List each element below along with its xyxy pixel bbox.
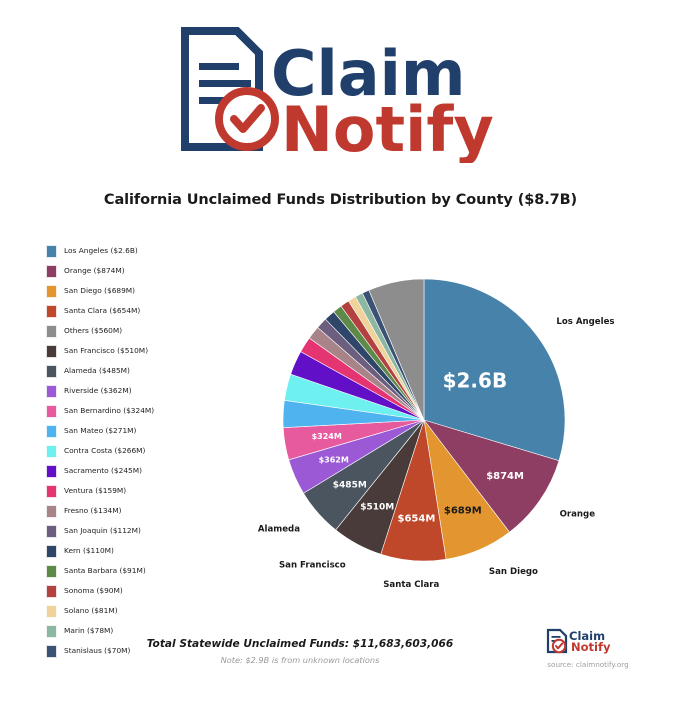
pie-slice-value-label: $362M bbox=[319, 455, 349, 464]
brand-header: Claim Notify bbox=[0, 18, 681, 168]
pie-slice-value-label: $324M bbox=[312, 432, 342, 441]
footer-check-circle-icon bbox=[551, 638, 567, 654]
pie-slice-category-label: Alameda bbox=[258, 524, 300, 534]
footer-logo-word-claim: Claim bbox=[569, 629, 605, 643]
footer-claim-notify-logo: Claim Notify bbox=[546, 628, 611, 654]
legend-color-swatch bbox=[46, 604, 57, 618]
legend-item-label: Fresno ($134M) bbox=[64, 506, 122, 516]
legend-item-label: San Bernardino ($324M) bbox=[64, 406, 155, 416]
legend-color-swatch bbox=[46, 344, 57, 358]
pie-slice-category-label: Orange bbox=[560, 510, 596, 520]
legend-color-swatch bbox=[46, 644, 57, 658]
legend-item-label: Santa Clara ($654M) bbox=[64, 306, 141, 316]
pie-slice-category-label: San Diego bbox=[489, 567, 538, 577]
legend-item-label: Solano ($81M) bbox=[64, 606, 118, 616]
legend-item[interactable]: San Bernardino ($324M) bbox=[46, 401, 231, 421]
legend-item-label: San Joaquin ($112M) bbox=[64, 526, 141, 536]
legend-color-swatch bbox=[46, 404, 57, 418]
footer-source-label: source: claimnotify.org bbox=[547, 660, 629, 669]
legend-color-swatch bbox=[46, 484, 57, 498]
pie-slice-value-label: $485M bbox=[333, 481, 367, 491]
logo-word-notify: Notify bbox=[281, 93, 494, 163]
legend-color-swatch bbox=[46, 284, 57, 298]
legend-item[interactable]: Fresno ($134M) bbox=[46, 501, 231, 521]
pie-slice-category-label: Santa Clara bbox=[383, 580, 439, 590]
legend-item[interactable]: Riverside ($362M) bbox=[46, 381, 231, 401]
legend-color-swatch bbox=[46, 624, 57, 638]
legend-item-label: San Francisco ($510M) bbox=[64, 346, 149, 356]
legend-item[interactable]: Alameda ($485M) bbox=[46, 361, 231, 381]
legend-item[interactable]: San Mateo ($271M) bbox=[46, 421, 231, 441]
legend-item-label: Riverside ($362M) bbox=[64, 386, 132, 396]
legend-color-swatch bbox=[46, 264, 57, 278]
legend-color-swatch bbox=[46, 324, 57, 338]
footer-logo-word-notify: Notify bbox=[571, 640, 611, 654]
logo-word-claim: Claim bbox=[271, 37, 465, 110]
footer-brand-block: Claim Notify source: claimnotify.org bbox=[508, 628, 668, 669]
legend-item[interactable]: Solano ($81M) bbox=[46, 601, 231, 621]
legend-item-label: San Mateo ($271M) bbox=[64, 426, 137, 436]
legend-item[interactable]: Marin ($78M) bbox=[46, 621, 231, 641]
legend-item[interactable]: Sacramento ($245M) bbox=[46, 461, 231, 481]
legend-item-label: Alameda ($485M) bbox=[64, 366, 130, 376]
pie-slice-category-label: San Francisco bbox=[279, 561, 346, 571]
footer-total-label: Total Statewide Unclaimed Funds: $11,683… bbox=[146, 638, 454, 650]
legend-color-swatch bbox=[46, 304, 57, 318]
legend-item[interactable]: Santa Clara ($654M) bbox=[46, 301, 231, 321]
legend-item[interactable]: Ventura ($159M) bbox=[46, 481, 231, 501]
pie-slice-category-label: Los Angeles bbox=[556, 317, 614, 327]
footer-note-label: Note: $2.9B is from unknown locations bbox=[220, 655, 380, 665]
pie-slice[interactable] bbox=[423, 278, 566, 462]
legend-color-swatch bbox=[46, 564, 57, 578]
legend-color-swatch bbox=[46, 424, 57, 438]
legend-color-swatch bbox=[46, 444, 57, 458]
legend-color-swatch bbox=[46, 364, 57, 378]
legend-item[interactable]: Others ($560M) bbox=[46, 321, 231, 341]
legend-item[interactable]: Santa Barbara ($91M) bbox=[46, 561, 231, 581]
legend-item-label: Others ($560M) bbox=[64, 326, 123, 336]
legend-item[interactable]: Contra Costa ($266M) bbox=[46, 441, 231, 461]
legend-item[interactable]: Los Angeles ($2.6B) bbox=[46, 241, 231, 261]
claim-notify-logo: Claim Notify bbox=[180, 27, 494, 163]
legend-item[interactable]: San Diego ($689M) bbox=[46, 281, 231, 301]
legend-item-label: Los Angeles ($2.6B) bbox=[64, 246, 138, 256]
legend-item[interactable]: Kern ($110M) bbox=[46, 541, 231, 561]
legend-item-label: Orange ($874M) bbox=[64, 266, 125, 276]
pie-slice[interactable] bbox=[368, 278, 425, 421]
legend-item[interactable]: San Joaquin ($112M) bbox=[46, 521, 231, 541]
legend-color-swatch bbox=[46, 524, 57, 538]
legend-item-label: Ventura ($159M) bbox=[64, 486, 127, 496]
legend-color-swatch bbox=[46, 384, 57, 398]
pie-slice-value-label: $654M bbox=[398, 513, 436, 524]
legend-item-label: Stanislaus ($70M) bbox=[64, 646, 131, 656]
chart-legend: Los Angeles ($2.6B) Orange ($874M) San Die… bbox=[46, 241, 231, 661]
chart-title: California Unclaimed Funds Distribution … bbox=[103, 192, 578, 208]
legend-item-label: Sonoma ($90M) bbox=[64, 586, 123, 596]
legend-color-swatch bbox=[46, 584, 57, 598]
legend-color-swatch bbox=[46, 244, 57, 258]
pie-slice-value-label: $689M bbox=[444, 506, 482, 517]
pie-slice-value-label: $2.6B bbox=[443, 369, 508, 393]
legend-item-label: Contra Costa ($266M) bbox=[64, 446, 146, 456]
legend-item-label: Sacramento ($245M) bbox=[64, 466, 143, 476]
legend-color-swatch bbox=[46, 464, 57, 478]
check-circle-icon bbox=[214, 87, 279, 151]
pie-chart: $2.6B $874M $689M $654M $510M $485M $362M $324M… bbox=[232, 262, 642, 602]
legend-color-swatch bbox=[46, 504, 57, 518]
pie-slice[interactable] bbox=[423, 419, 560, 533]
legend-item-label: Marin ($78M) bbox=[64, 626, 114, 636]
legend-item[interactable]: Stanislaus ($70M) bbox=[46, 641, 231, 661]
pie-slice-value-label: $874M bbox=[486, 471, 524, 482]
legend-item[interactable]: Orange ($874M) bbox=[46, 261, 231, 281]
legend-color-swatch bbox=[46, 544, 57, 558]
legend-item[interactable]: San Francisco ($510M) bbox=[46, 341, 231, 361]
pie-slice-value-label: $510M bbox=[360, 502, 394, 512]
legend-item-label: San Diego ($689M) bbox=[64, 286, 136, 296]
legend-item-label: Kern ($110M) bbox=[64, 546, 114, 556]
legend-item[interactable]: Sonoma ($90M) bbox=[46, 581, 231, 601]
legend-item-label: Santa Barbara ($91M) bbox=[64, 566, 146, 576]
